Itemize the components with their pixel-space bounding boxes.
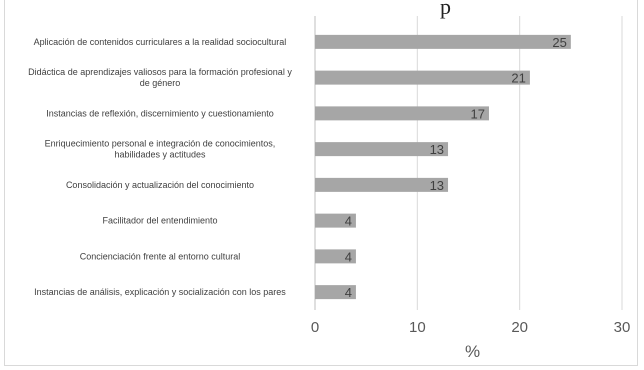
- data-label: 13: [430, 142, 444, 157]
- x-tick-label: 20: [511, 319, 528, 336]
- data-label: 13: [430, 178, 444, 193]
- bar: [315, 106, 489, 121]
- bar: [315, 142, 449, 157]
- category-label: Consolidación y actualización del conoci…: [66, 180, 254, 190]
- data-labels: 25 21 17 13 13 4 4 4: [345, 35, 567, 300]
- data-label: 17: [470, 106, 484, 121]
- top-text-fragment: p: [440, 0, 451, 19]
- category-label: Instancias de reflexión, discernimiento …: [46, 108, 274, 118]
- grid-lines: [314, 16, 623, 310]
- category-labels: Aplicación de contenidos curriculares a …: [28, 37, 292, 297]
- category-label: Facilitador del entendimiento: [102, 216, 217, 226]
- data-label: 4: [345, 214, 352, 229]
- bar: [315, 249, 356, 264]
- x-tick-label: 10: [409, 319, 426, 336]
- bar: [315, 285, 356, 300]
- bar: [315, 34, 571, 49]
- category-label: Aplicación de contenidos curriculares a …: [34, 37, 287, 47]
- bars: [315, 34, 571, 300]
- x-tick-labels: 0 10 20 30: [311, 319, 631, 336]
- data-label: 4: [345, 285, 352, 300]
- x-tick-label: 30: [614, 319, 631, 336]
- data-label: 25: [552, 35, 566, 50]
- category-label: Concienciación frente al entorno cultura…: [80, 251, 241, 261]
- category-label: Didáctica de aprendizajes valiosos para …: [28, 67, 292, 88]
- bar: [315, 70, 530, 85]
- category-label: Instancias de análisis, explicación y so…: [34, 287, 286, 297]
- bar: [315, 177, 449, 192]
- x-axis-label: %: [465, 342, 480, 361]
- bar: [315, 213, 356, 228]
- data-label: 4: [345, 249, 352, 264]
- chart-frame: [4, 0, 638, 366]
- data-label: 21: [511, 71, 525, 86]
- category-label: Enriquecimiento personal e integración d…: [45, 139, 276, 160]
- x-tick-label: 0: [311, 319, 319, 336]
